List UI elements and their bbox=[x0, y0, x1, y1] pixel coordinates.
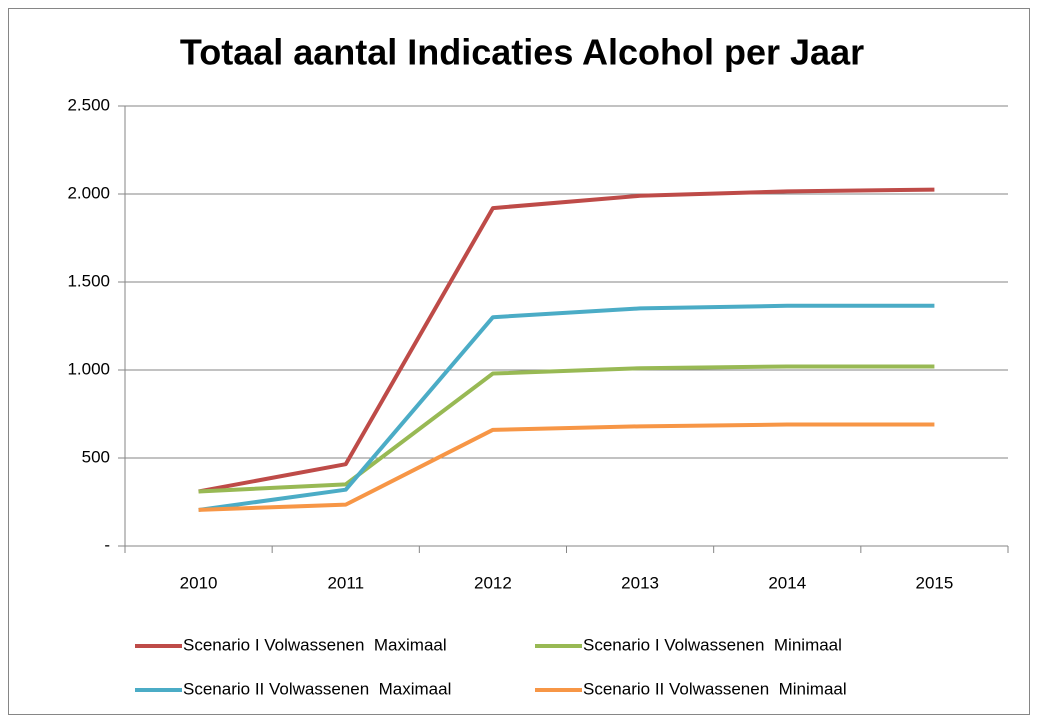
chart-title: Totaal aantal Indicaties Alcohol per Jaa… bbox=[180, 32, 864, 73]
legend-label: Scenario I Volwassenen Maximaal bbox=[183, 635, 447, 654]
y-tick-label: - bbox=[104, 535, 110, 554]
x-tick-label: 2014 bbox=[768, 573, 806, 592]
x-tick-label: 2011 bbox=[327, 573, 364, 592]
y-tick-label: 2.000 bbox=[67, 183, 110, 202]
legend-label: Scenario II Volwassenen Minimaal bbox=[583, 679, 847, 698]
y-tick-label: 2.500 bbox=[67, 95, 110, 114]
chart-frame bbox=[8, 8, 1030, 715]
series-line bbox=[198, 187, 935, 494]
x-tick-label: 2010 bbox=[180, 573, 218, 592]
y-tick-label: 500 bbox=[82, 447, 110, 466]
series-line bbox=[198, 303, 935, 512]
series-line bbox=[198, 422, 935, 512]
x-tick-label: 2015 bbox=[916, 573, 954, 592]
series-line bbox=[198, 364, 935, 494]
legend-label: Scenario I Volwassenen Minimaal bbox=[583, 635, 842, 654]
legend-label: Scenario II Volwassenen Maximaal bbox=[183, 679, 451, 698]
y-tick-label: 1.500 bbox=[67, 271, 110, 290]
x-tick-label: 2013 bbox=[621, 573, 659, 592]
x-tick-label: 2012 bbox=[474, 573, 512, 592]
y-tick-label: 1.000 bbox=[67, 359, 110, 378]
